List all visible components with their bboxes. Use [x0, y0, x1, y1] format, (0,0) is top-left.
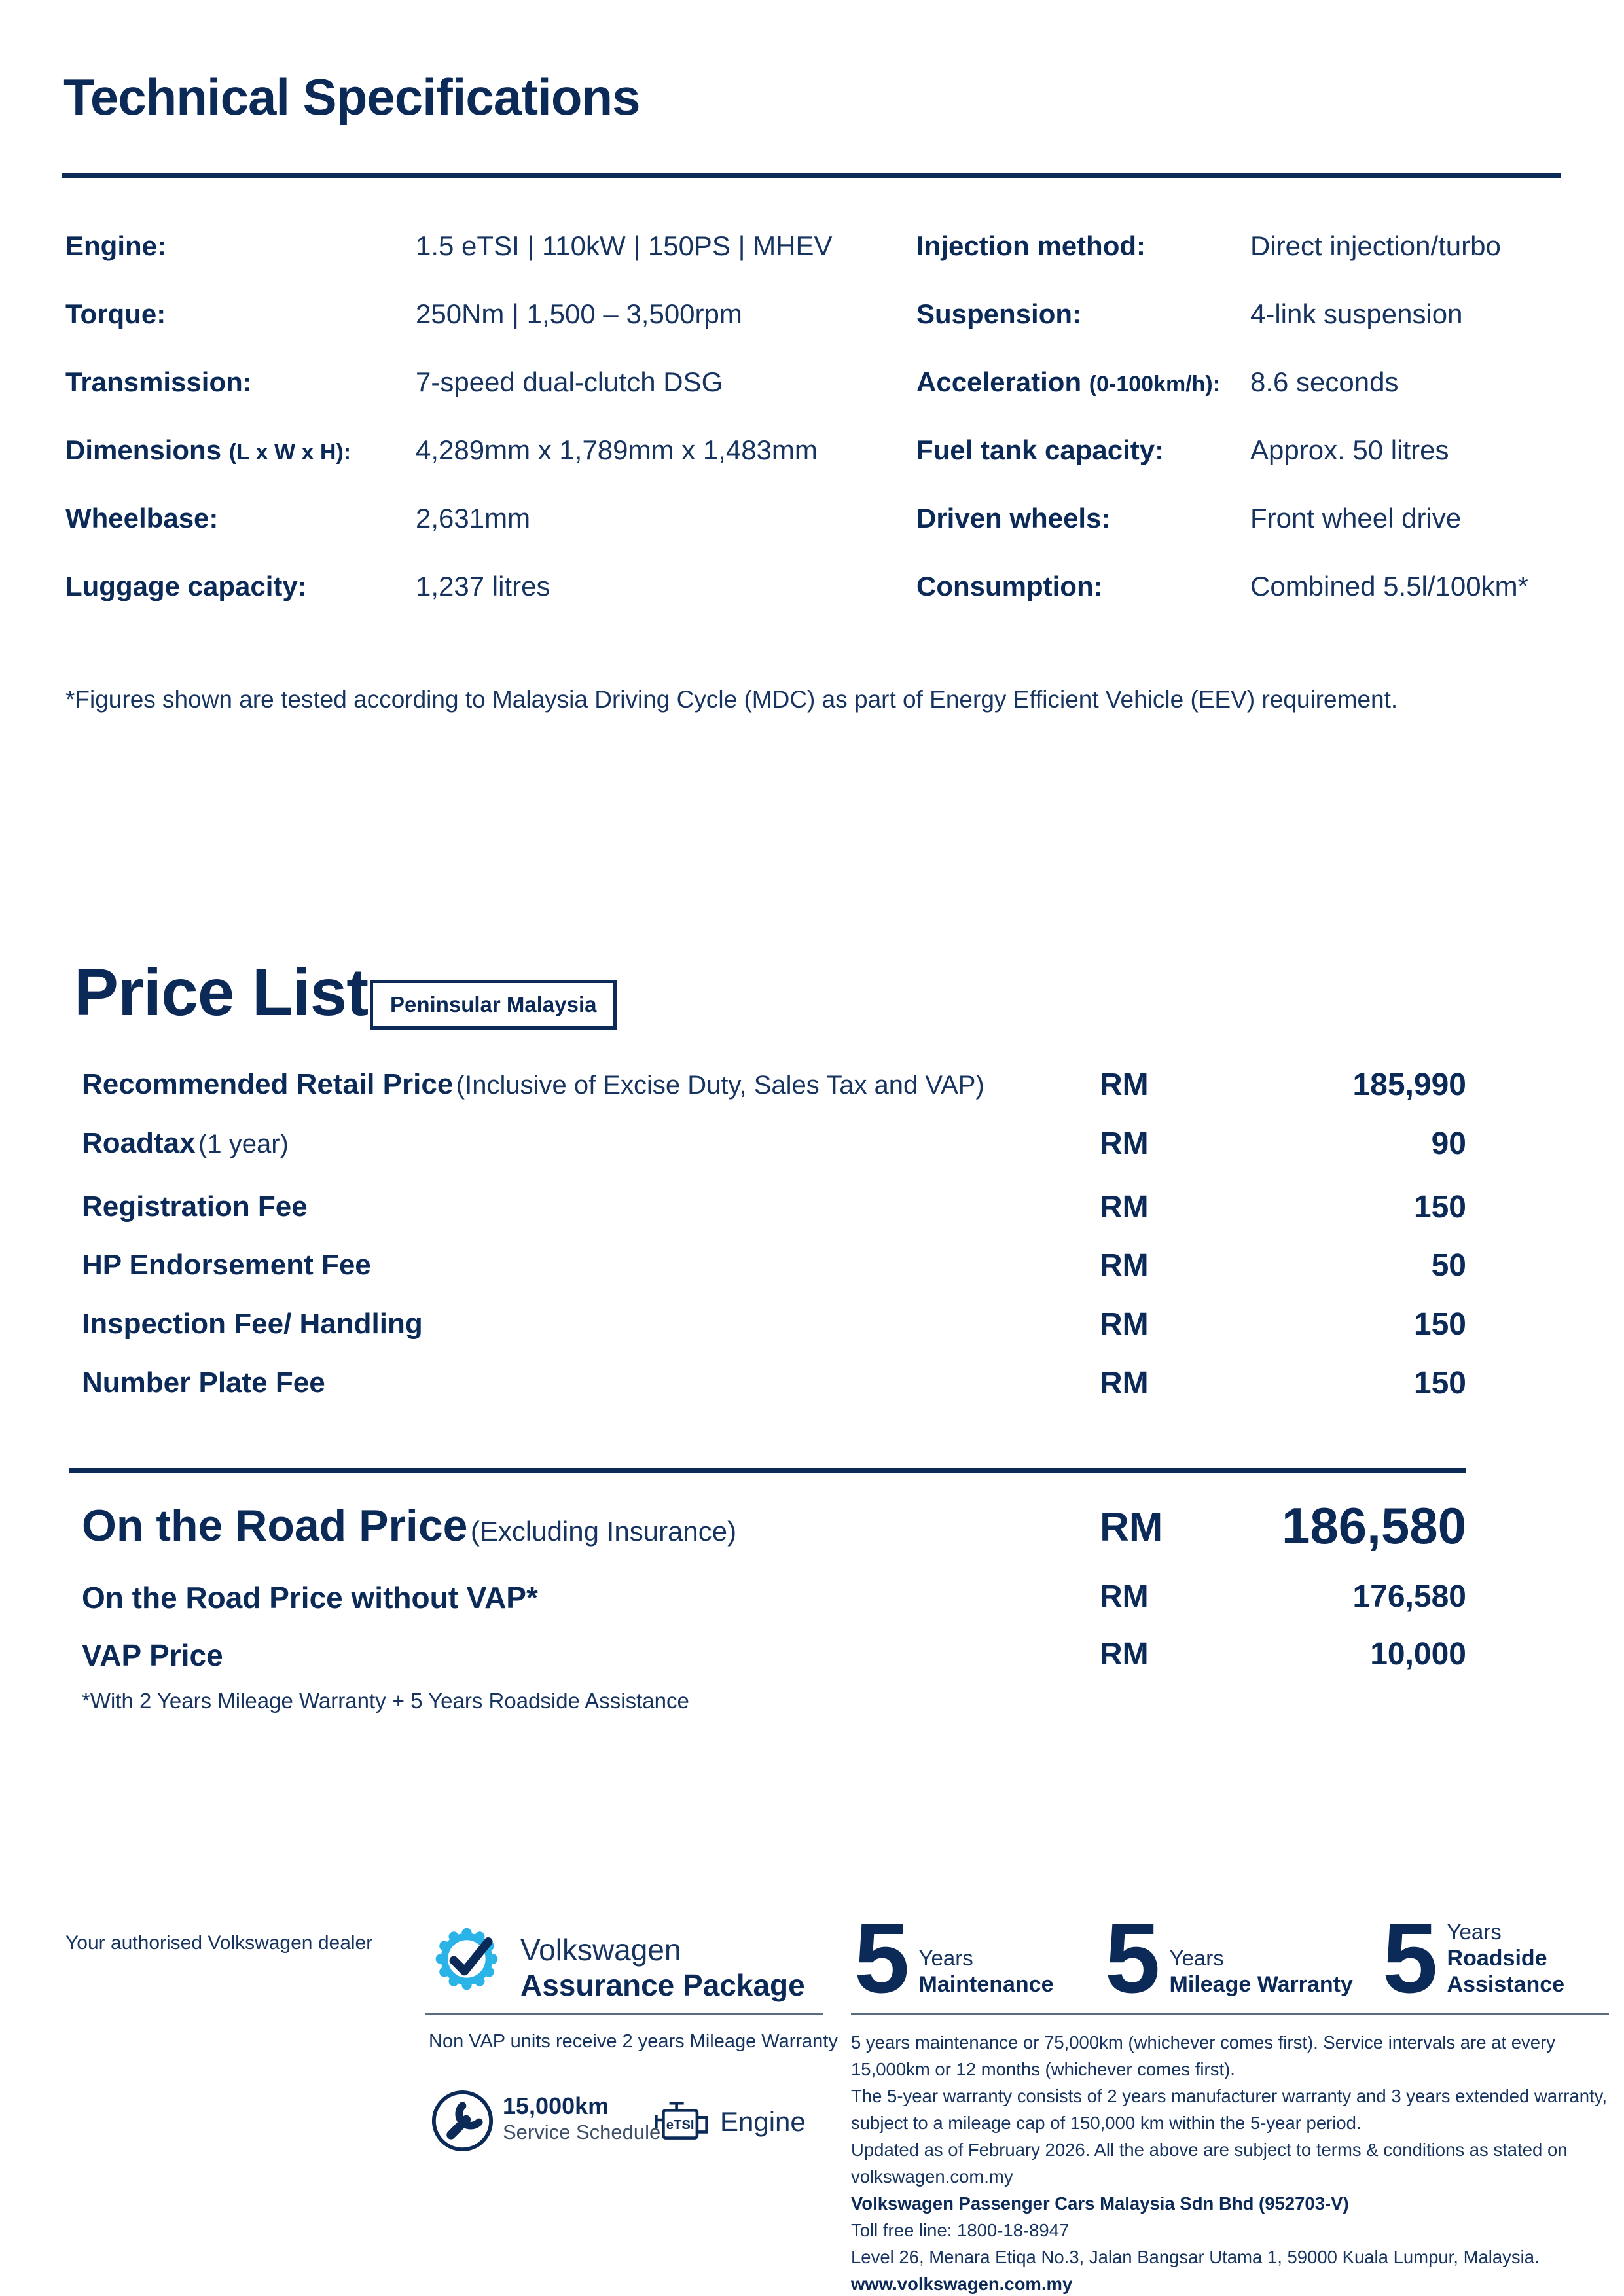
spec-value: 250Nm | 1,500 – 3,500rpm	[416, 298, 742, 329]
spec-value: 1,237 litres	[416, 571, 550, 601]
fine-print-line: Updated as of February 2026. All the abo…	[851, 2140, 1568, 2187]
region-badge: Peninsular Malaysia	[370, 980, 617, 1030]
fine-print-line: The 5-year warranty consists of 2 years …	[851, 2086, 1608, 2133]
benefit-roadside-assistance: 5 Years Roadside Assistance	[1382, 1903, 1565, 2015]
otr-divider	[69, 1468, 1466, 1473]
amount: 50	[1431, 1248, 1466, 1283]
price-row: Registration Fee RM 150	[82, 1190, 1466, 1225]
spec-label: Wheelbase:	[65, 503, 219, 533]
amount: 185,990	[1352, 1067, 1466, 1102]
assurance-package-title: Assurance Package	[520, 1968, 805, 2002]
vap-footnote: *With 2 Years Mileage Warranty + 5 Years…	[82, 1689, 689, 1713]
assurance-badge-icon	[431, 1923, 503, 1998]
spec-label: Injection method:	[916, 230, 1146, 261]
currency: RM	[1100, 1637, 1149, 1672]
spec-label: Acceleration (0-100km/h):	[916, 367, 1221, 397]
service-schedule-icon	[431, 2089, 494, 2156]
spec-label: Driven wheels:	[916, 503, 1111, 533]
price-row: Recommended Retail Price (Inclusive of E…	[82, 1067, 1466, 1102]
spec-value: 8.6 seconds	[1250, 367, 1399, 397]
amount: 150	[1413, 1366, 1466, 1401]
spec-value: Front wheel drive	[1250, 503, 1462, 533]
spec-value: 4,289mm x 1,789mm x 1,483mm	[416, 435, 818, 465]
spec-value: 1.5 eTSI | 110kW | 150PS | MHEV	[416, 230, 833, 261]
spec-label: Fuel tank capacity:	[916, 435, 1164, 465]
service-label: Service Schedule	[503, 2121, 661, 2144]
assurance-title-block: Volkswagen Assurance Package	[520, 1932, 805, 2003]
benefit-number: 5	[1105, 1903, 1161, 2015]
currency: RM	[1100, 1366, 1149, 1401]
address-line: Level 26, Menara Etiqa No.3, Jalan Bangs…	[851, 2247, 1540, 2267]
spec-value: 2,631mm	[416, 503, 531, 533]
currency: RM	[1100, 1505, 1163, 1550]
benefit-number: 5	[854, 1903, 910, 2015]
mdc-footnote: *Figures shown are tested according to M…	[65, 686, 1398, 713]
spec-value: 7-speed dual-clutch DSG	[416, 367, 723, 397]
spec-label: Engine:	[65, 230, 166, 261]
spec-label: Torque:	[65, 298, 166, 329]
otr-row: VAP Price RM 10,000	[82, 1637, 1466, 1672]
currency: RM	[1100, 1067, 1149, 1102]
benefit-maintenance: 5 Years Maintenance	[854, 1903, 1054, 2015]
amount: 150	[1413, 1307, 1466, 1342]
page-title: Technical Specifications	[63, 68, 641, 126]
service-km: 15,000km	[503, 2092, 609, 2119]
company-name: Volkswagen Passenger Cars Malaysia Sdn B…	[851, 2193, 1349, 2214]
price-row: HP Endorsement Fee RM 50	[82, 1248, 1466, 1283]
spec-label: Luggage capacity:	[65, 571, 307, 601]
engine-icon: eTSI	[651, 2092, 712, 2151]
non-vap-note: Non VAP units receive 2 years Mileage Wa…	[429, 2031, 838, 2052]
price-row: Number Plate Fee RM 150	[82, 1366, 1466, 1401]
spec-table: Engine: 1.5 eTSI | 110kW | 150PS | MHEV …	[65, 230, 1559, 639]
otr-section: On the Road Price (Excluding Insurance) …	[82, 1497, 1466, 1713]
spec-label: Transmission:	[65, 367, 252, 397]
footer-divider-right	[851, 2013, 1609, 2015]
amount: 186,580	[1282, 1497, 1466, 1554]
spec-value: Approx. 50 litres	[1250, 435, 1449, 465]
amount: 90	[1431, 1126, 1466, 1161]
spec-value: Direct injection/turbo	[1250, 230, 1501, 261]
spec-label: Dimensions (L x W x H):	[65, 435, 352, 465]
otr-row: On the Road Price without VAP* RM 176,58…	[82, 1579, 1466, 1615]
legal-fine-print: 5 years maintenance or 75,000km (whichev…	[851, 2029, 1614, 2296]
toll-free-line: Toll free line: 1800-18-8947	[851, 2220, 1070, 2240]
currency: RM	[1100, 1307, 1149, 1342]
spec-label: Consumption:	[916, 571, 1103, 601]
price-row: Roadtax (1 year) RM 90	[82, 1126, 1466, 1161]
amount: 10,000	[1370, 1637, 1466, 1672]
price-row: Inspection Fee/ Handling RM 150	[82, 1307, 1466, 1342]
spec-value: 4-link suspension	[1250, 298, 1463, 329]
website-url: www.volkswagen.com.my	[851, 2274, 1073, 2294]
footer-divider-left	[425, 2013, 823, 2015]
spec-label: Suspension:	[916, 298, 1082, 329]
engine-label: Engine	[720, 2106, 806, 2137]
currency: RM	[1100, 1248, 1149, 1283]
currency: RM	[1100, 1126, 1149, 1161]
spec-value: Combined 5.5l/100km*	[1250, 571, 1528, 601]
dealer-label: Your authorised Volkswagen dealer	[65, 1932, 373, 1954]
assurance-brand: Volkswagen	[520, 1933, 681, 1967]
currency: RM	[1100, 1579, 1149, 1614]
amount: 176,580	[1352, 1579, 1466, 1614]
amount: 150	[1413, 1190, 1466, 1225]
benefit-mileage-warranty: 5 Years Mileage Warranty	[1105, 1903, 1353, 2015]
price-list-title: Price List	[74, 955, 369, 1030]
svg-text:eTSI: eTSI	[666, 2118, 695, 2132]
service-schedule-block: 15,000km Service Schedule	[503, 2093, 660, 2145]
currency: RM	[1100, 1190, 1149, 1225]
benefit-number: 5	[1382, 1903, 1438, 2015]
otr-main-row: On the Road Price (Excluding Insurance) …	[82, 1497, 1466, 1554]
fine-print-line: 5 years maintenance or 75,000km (whichev…	[851, 2032, 1555, 2079]
title-divider	[62, 173, 1561, 178]
